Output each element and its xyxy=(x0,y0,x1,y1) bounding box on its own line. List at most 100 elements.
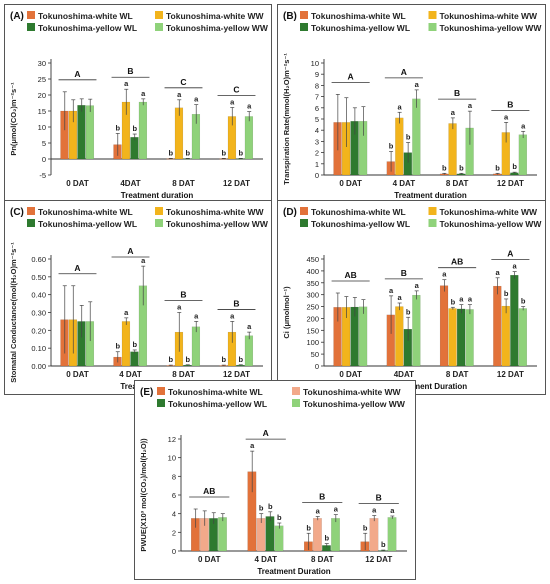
y-tick-label: 0.50 xyxy=(31,273,46,282)
significance-letter: a xyxy=(124,79,129,88)
legend-label: Tokunoshima-white WL xyxy=(311,207,406,217)
bar xyxy=(138,101,148,160)
bar xyxy=(412,98,421,176)
y-axis-label: Pn(μmol(CO₂)m⁻²s⁻¹ xyxy=(9,82,18,156)
bar xyxy=(387,517,397,552)
significance-letter: b xyxy=(381,540,386,549)
legend-label: Tokunoshima-white WL xyxy=(38,207,133,217)
group-letter: B xyxy=(180,290,186,300)
significance-letter: b xyxy=(389,141,394,150)
legend-label: Tokunoshima-yellow WW xyxy=(440,23,543,33)
group-letter: A xyxy=(401,67,407,77)
legend-swatch xyxy=(27,11,35,19)
significance-letter: a xyxy=(247,102,252,111)
significance-letter: a xyxy=(442,270,447,279)
significance-letter: b xyxy=(406,307,411,316)
y-tick-label: 30 xyxy=(38,59,46,68)
significance-letter: a xyxy=(316,506,321,515)
x-tick-label: 4DAT xyxy=(120,179,140,188)
legend-label: Tokunoshima-yellow WW xyxy=(166,219,269,229)
bar xyxy=(85,105,95,160)
panel-e: (E) Tokunoshima-white WL Tokunoshima-white… xyxy=(134,380,416,580)
significance-letter: b xyxy=(238,355,243,364)
y-tick-label: 0.40 xyxy=(31,291,46,300)
y-tick-label: 0 xyxy=(315,362,319,371)
x-tick-label: 4 DAT xyxy=(393,179,416,188)
significance-letter: b xyxy=(324,534,329,543)
x-tick-label: 4DAT xyxy=(394,370,414,379)
significance-letter: a xyxy=(521,121,526,130)
x-tick-label: 12 DAT xyxy=(497,370,524,379)
group-letter: B xyxy=(507,99,513,109)
significance-letter: b xyxy=(115,342,120,351)
bar xyxy=(493,285,502,367)
bar xyxy=(331,518,340,552)
y-tick-label: 300 xyxy=(306,291,319,300)
x-tick-label: 8 DAT xyxy=(172,370,195,379)
significance-letter: b xyxy=(259,504,264,513)
bar xyxy=(448,123,457,176)
legend-swatch xyxy=(300,23,308,31)
y-tick-label: 10 xyxy=(311,59,319,68)
y-axis-label: PWUE(X10³ mol(CO₂)/mol(H₂O)) xyxy=(139,438,148,552)
bar xyxy=(130,351,139,367)
significance-letter: a xyxy=(415,80,420,89)
x-tick-label: 12 DAT xyxy=(223,370,250,379)
x-tick-label: 8 DAT xyxy=(311,555,334,564)
bar xyxy=(218,517,227,552)
significance-letter: a xyxy=(390,506,395,515)
group-letter: A xyxy=(348,71,354,81)
legend-swatch xyxy=(155,219,163,227)
significance-letter: a xyxy=(468,101,473,110)
group-letter: A xyxy=(507,249,513,259)
y-tick-label: 400 xyxy=(306,267,319,276)
bar xyxy=(465,309,474,367)
legend-swatch xyxy=(300,11,308,19)
y-tick-label: 350 xyxy=(306,279,319,288)
legend-swatch xyxy=(27,207,35,215)
legend-label: Tokunoshima-white WW xyxy=(166,207,265,217)
bar xyxy=(265,516,275,552)
y-tick-label: 250 xyxy=(306,303,319,312)
bar xyxy=(501,305,510,367)
legend-label: Tokunoshima-yellow WW xyxy=(440,219,543,229)
bar xyxy=(77,105,86,160)
x-axis-label: Treatment duration xyxy=(394,191,467,200)
significance-letter: b xyxy=(306,523,311,532)
legend-label: Tokunoshima-yellow WL xyxy=(311,219,410,229)
legend-label: Tokunoshima-yellow WL xyxy=(38,23,137,33)
bar xyxy=(395,306,404,367)
significance-letter: a xyxy=(504,112,509,121)
significance-letter: b xyxy=(185,148,190,157)
y-tick-label: 0.20 xyxy=(31,326,46,335)
significance-letter: b xyxy=(451,297,456,306)
x-tick-label: 0 DAT xyxy=(339,370,362,379)
significance-letter: a xyxy=(124,308,129,317)
y-axis-label: Transpiration Rate(mmol(H₂O)m⁻²s⁻¹ xyxy=(282,53,291,185)
significance-letter: b xyxy=(185,355,190,364)
y-tick-label: 4 xyxy=(315,126,319,135)
panel-label: (A) xyxy=(10,11,24,22)
y-tick-label: 10 xyxy=(38,123,46,132)
significance-letter: b xyxy=(132,124,137,133)
significance-letter: a xyxy=(372,506,377,515)
legend-label: Tokunoshima-white WW xyxy=(440,207,539,217)
group-letter: B xyxy=(454,88,460,98)
y-tick-label: 3 xyxy=(315,137,319,146)
chart-c: (C) Tokunoshima-white WL Tokunoshima-white… xyxy=(9,207,269,391)
x-tick-label: 0 DAT xyxy=(66,179,89,188)
legend-label: Tokunoshima-yellow WL xyxy=(38,219,137,229)
legend-swatch xyxy=(428,219,437,227)
significance-letter: a xyxy=(513,262,518,271)
y-tick-label: 15 xyxy=(38,107,46,116)
legend-swatch xyxy=(157,399,165,407)
significance-letter: a xyxy=(398,102,403,111)
bar xyxy=(412,294,421,367)
x-tick-label: 8 DAT xyxy=(446,370,469,379)
significance-letter: a xyxy=(194,311,199,320)
significance-letter: b xyxy=(238,148,243,157)
group-letter: B xyxy=(233,298,239,308)
group-letter: AB xyxy=(203,486,215,496)
x-tick-label: 0 DAT xyxy=(66,370,89,379)
y-tick-label: 6 xyxy=(172,491,176,500)
